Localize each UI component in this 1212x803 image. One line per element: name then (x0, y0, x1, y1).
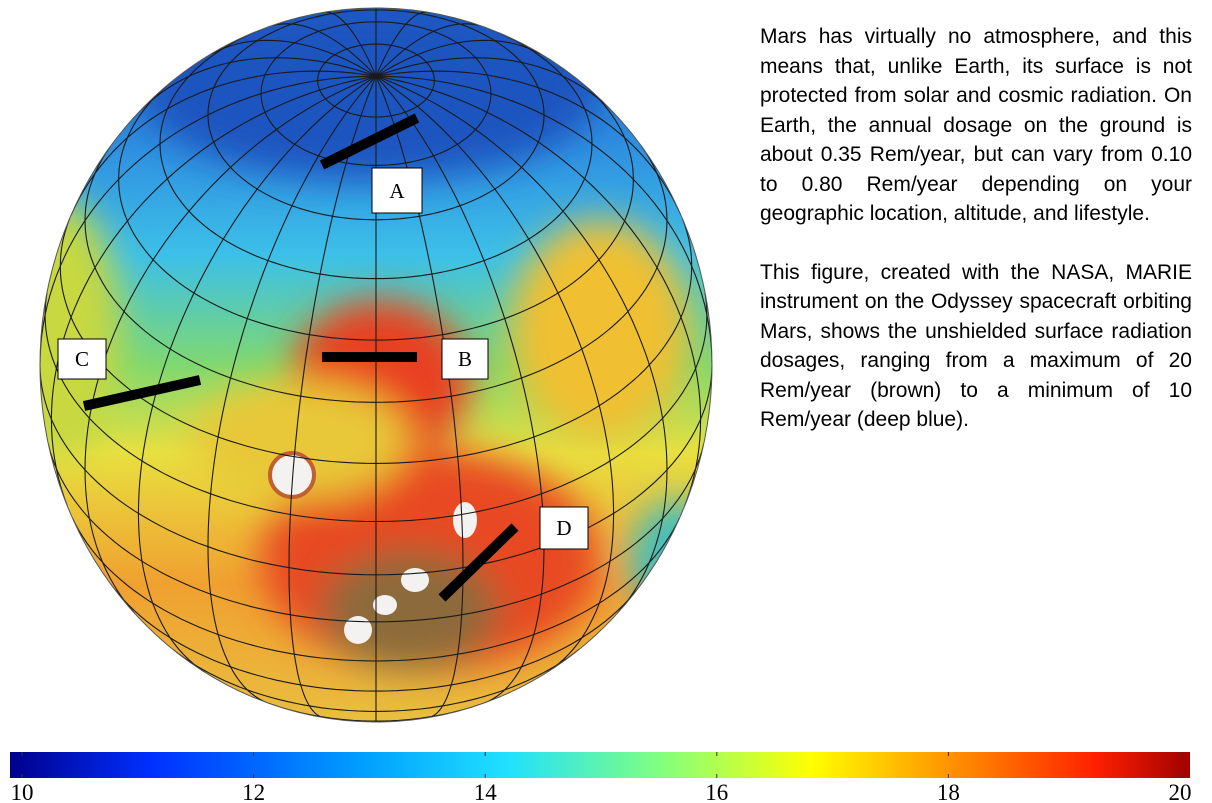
graticule (260, 21, 492, 166)
graticule (288, 75, 377, 718)
graticule (272, 23, 377, 77)
graticule (47, 443, 705, 623)
colorbar (10, 752, 1190, 778)
colorbar-tick-label: 16 (705, 780, 728, 803)
graticule (159, 28, 593, 280)
globe-outline (39, 7, 713, 723)
region-label: D (556, 516, 571, 540)
graticule (210, 39, 377, 77)
graticule (72, 517, 680, 662)
graticule (375, 75, 668, 614)
graticule (172, 649, 580, 712)
graticule (317, 43, 435, 118)
markers (82, 113, 519, 602)
label-boxes (57, 167, 589, 550)
graticule (44, 293, 708, 523)
region-label: A (389, 179, 405, 203)
graticule (40, 364, 712, 576)
graticule (59, 218, 693, 464)
colorbar-tick-label: 20 (1169, 780, 1192, 803)
graticule (375, 75, 712, 366)
globe (40, 8, 712, 722)
colorbar-tick-label: 14 (474, 780, 498, 803)
graticule (118, 84, 634, 341)
graticule (140, 57, 377, 111)
graticule (114, 588, 638, 692)
graticule (207, 9, 545, 221)
graticule (375, 70, 682, 216)
graticule (70, 70, 377, 216)
region-label: C (75, 347, 89, 371)
graticule (84, 146, 668, 403)
region-label: B (458, 347, 472, 371)
paragraph: Mars has virtually no atmosphere, and th… (760, 25, 1192, 225)
paragraph: This figure, created with the NASA, MARI… (760, 260, 1192, 432)
graticule (375, 39, 542, 77)
graticule (375, 57, 612, 111)
graticule (375, 23, 480, 77)
colorbar-tick-label: 10 (11, 780, 34, 803)
description: Mars has virtually no atmosphere, and th… (760, 22, 1192, 464)
graticule (84, 75, 377, 614)
graticule (40, 75, 377, 366)
graticule (375, 75, 615, 673)
colorbar-tick-label: 18 (937, 780, 960, 803)
colorbar-tick-label: 12 (242, 780, 265, 803)
